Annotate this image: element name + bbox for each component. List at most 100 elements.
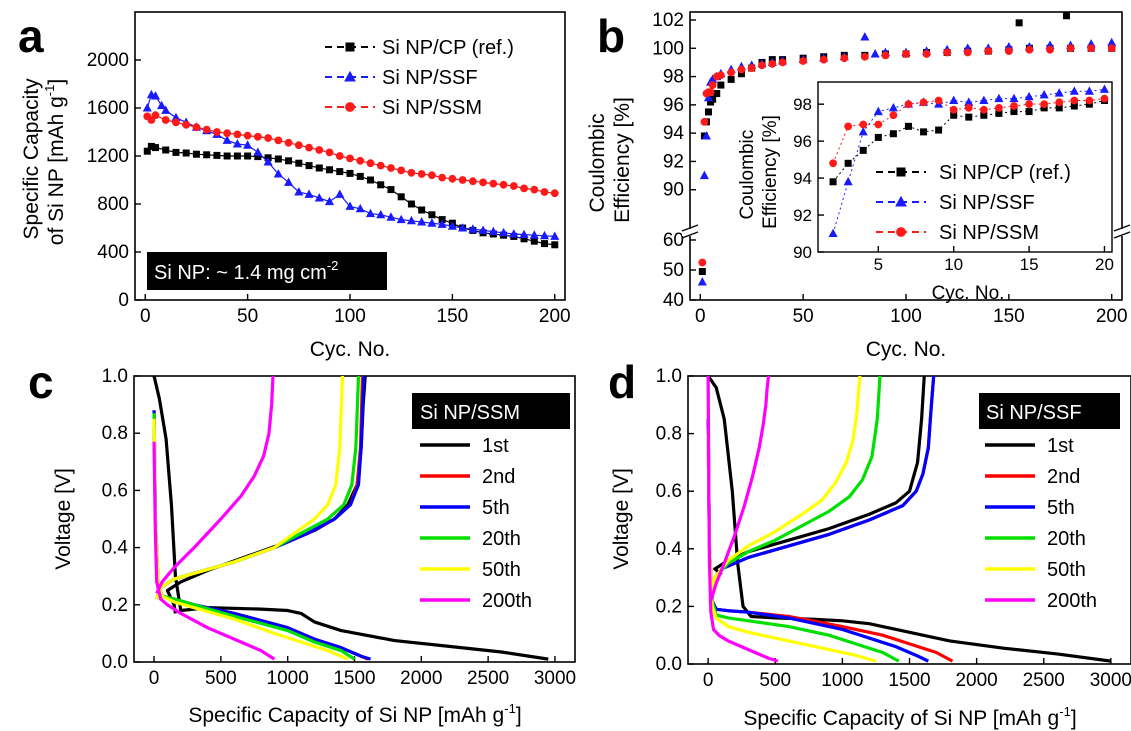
panel-b-inset-series-0-point-4 xyxy=(889,130,897,138)
panel-d-xtick-label-0: 0 xyxy=(703,670,714,691)
panel-b-ylabel-line2: Efficiency [%] xyxy=(611,97,634,223)
panel-c-legend: Si NP/SSM 1st 2nd 5th 20th 50th 200th xyxy=(412,393,570,612)
panel-a-series-2-point-27 xyxy=(407,168,416,177)
panel-a-series-0-point-2 xyxy=(151,144,159,152)
panel-b-inset-series-1-point-8 xyxy=(949,95,959,104)
panel-c-legend-label-3: 20th xyxy=(482,528,521,550)
panel-a-series-2-point-10 xyxy=(233,130,242,139)
panel-a-series-2-point-35 xyxy=(489,179,498,188)
panel-letter-a: a xyxy=(18,10,44,62)
panel-a-ytick-label-5: 2000 xyxy=(87,50,129,71)
panel-b-inset-series xyxy=(828,84,1110,238)
panel-d-legend-label-1: 2nd xyxy=(1047,466,1080,488)
panel-a-series-1-point-36 xyxy=(488,226,498,236)
panel-b-series-1-point-30 xyxy=(1107,37,1117,47)
panel-b-inset-series-2-point-10 xyxy=(979,105,988,114)
panel-a-series-1-point-31 xyxy=(437,219,447,228)
panel-a-series-0-point-0 xyxy=(143,147,151,155)
panel-c-series-2-discharge xyxy=(152,410,372,661)
panel-a-series-1-point-39 xyxy=(519,229,529,239)
panel-b-inset-ytick-label-3: 96 xyxy=(793,132,812,151)
panel-d-ytick-label-2: 0.4 xyxy=(656,539,683,560)
panel-b-inset-series-0-point-10 xyxy=(980,111,988,119)
panel-b-inset-series-1-point-4 xyxy=(888,102,898,112)
panel-a-series-2-point-12 xyxy=(253,132,262,141)
panel-d-series-0-charge xyxy=(713,375,926,576)
panel-c-legend-label-2: 5th xyxy=(482,497,510,519)
panel-b-inset-xtick-label-3: 20 xyxy=(1095,255,1114,274)
panel-a-series-1-point-37 xyxy=(499,227,509,237)
panel-a-ytick-label-0: 0 xyxy=(118,290,129,311)
panel-a-series-0-point-15 xyxy=(285,157,293,165)
panel-d-xlabel-main: Specific Capacity of Si NP [mAh g xyxy=(743,707,1059,730)
panel-b-series-0-point-0 xyxy=(698,268,706,275)
panel-b-xtick-label-3: 150 xyxy=(993,306,1025,327)
panel-b-series-1-point-3 xyxy=(703,92,714,102)
panel-c-xlabel-end: ] xyxy=(516,704,522,727)
panel-b-series-2-point-27 xyxy=(1066,44,1075,53)
panel-c-xlabel-main: Specific Capacity of Si NP [mAh g xyxy=(188,704,504,727)
panel-a-series-1-point-17 xyxy=(294,187,304,196)
panel-d-legend: Si NP/SSF 1st 2nd 5th 20th 50th 200th xyxy=(979,393,1120,612)
panel-b-series-0-point-5 xyxy=(709,95,717,103)
panel-c-legend-label-5: 200th xyxy=(482,590,532,612)
panel-a-series-0-point-6 xyxy=(192,150,200,158)
panel-a-series-2-point-38 xyxy=(520,184,528,193)
panel-b-inset-series-2-point-3 xyxy=(874,120,883,129)
panel-b-inset-legend-label-1: Si NP/SSF xyxy=(939,192,1035,214)
panel-a-series-1-point-28 xyxy=(406,215,416,225)
panel-b-inset-xticks: 5 10 15 20 xyxy=(874,246,1114,274)
panel-b-inset-series-0-point-15 xyxy=(1055,104,1063,112)
panel-c-legend-label-1: 2nd xyxy=(482,466,515,488)
panel-b-series-2-point-12 xyxy=(768,59,777,68)
panel-a-series-0-point-9 xyxy=(223,152,231,160)
panel-a-series-2-point-8 xyxy=(213,128,221,136)
panel-b-inset-series-1-point-11 xyxy=(994,93,1004,103)
panel-c-xticks: 0 500 1000 1500 2000 2500 3000 xyxy=(149,656,576,689)
panel-a-ytick-label-3: 1200 xyxy=(87,146,129,167)
panel-a-series-1-point-4 xyxy=(161,105,171,114)
panel-d-legend-title-box xyxy=(979,393,1120,429)
panel-c-ytick-label-4: 0.8 xyxy=(102,423,128,444)
panel-a-series-0-point-11 xyxy=(244,152,252,160)
panel-c-ytick-label-2: 0.4 xyxy=(102,538,129,559)
panel-d-series-1-discharge xyxy=(706,419,954,663)
panel-b-inset-series-0-point-13 xyxy=(1025,108,1033,116)
panel-c-series-4-charge xyxy=(155,375,345,600)
panel-b-upper-ytick-label-6: 102 xyxy=(652,10,684,31)
panel-a-series-2-point-15 xyxy=(284,138,293,147)
panel-a-series-1-point-27 xyxy=(396,214,406,224)
panel-d-xtick-label-5: 2500 xyxy=(1023,670,1065,691)
panel-a-series-1-point-12 xyxy=(243,140,253,149)
panel-c-series-5-discharge xyxy=(152,441,276,661)
panel-b-series-2-point-28 xyxy=(1087,44,1096,53)
panel-b-inset-series-0-point-11 xyxy=(995,109,1003,117)
panel-c: 0 500 1000 1500 2000 2500 3000 0.0 0.2 0.4 0.6 0.8… xyxy=(52,366,576,727)
panel-b-inset-series-1-point-17 xyxy=(1084,86,1094,95)
panel-b-series-1-point-1 xyxy=(699,170,709,180)
panel-a-series-1-point-10 xyxy=(222,135,232,144)
panel-a-series-0-point-28 xyxy=(418,206,426,214)
panel-c-xtick-label-3: 1500 xyxy=(333,668,375,689)
panel-b-inset-series-1-point-15 xyxy=(1054,88,1064,97)
panel-a-series-0-point-27 xyxy=(407,200,415,208)
panel-a-legend-label-0: Si NP/CP (ref.) xyxy=(382,37,514,59)
panel-a-series-0-point-20 xyxy=(336,168,344,176)
panel-b-inset-series-1-point-18 xyxy=(1099,84,1110,93)
panel-b-inset-ytick-label-2: 94 xyxy=(793,169,812,188)
panel-d-series-3-charge xyxy=(709,375,882,590)
panel-b-series-2-point-8 xyxy=(727,68,736,77)
panel-a-series-1-point-24 xyxy=(365,208,376,218)
panel-b-inset-series-2-point-16 xyxy=(1070,96,1079,105)
panel-a-series-1-point-33 xyxy=(458,223,468,232)
panel-c-series-0-discharge xyxy=(152,375,549,661)
panel-c-legend-title-box xyxy=(412,393,570,429)
panel-a-xtick-label-2: 100 xyxy=(334,306,366,327)
panel-c-legend-label-0: 1st xyxy=(482,435,509,457)
panel-b-inset-series-2-point-7 xyxy=(934,96,943,105)
panel-b-break-mark-top xyxy=(681,224,699,232)
panel-b-series-0-point-3 xyxy=(705,108,713,116)
panel-b-break-mark-bottom xyxy=(681,231,699,239)
panel-a-series-2-point-33 xyxy=(468,177,477,186)
panel-c-legend-title: Si NP/SSM xyxy=(420,402,520,424)
